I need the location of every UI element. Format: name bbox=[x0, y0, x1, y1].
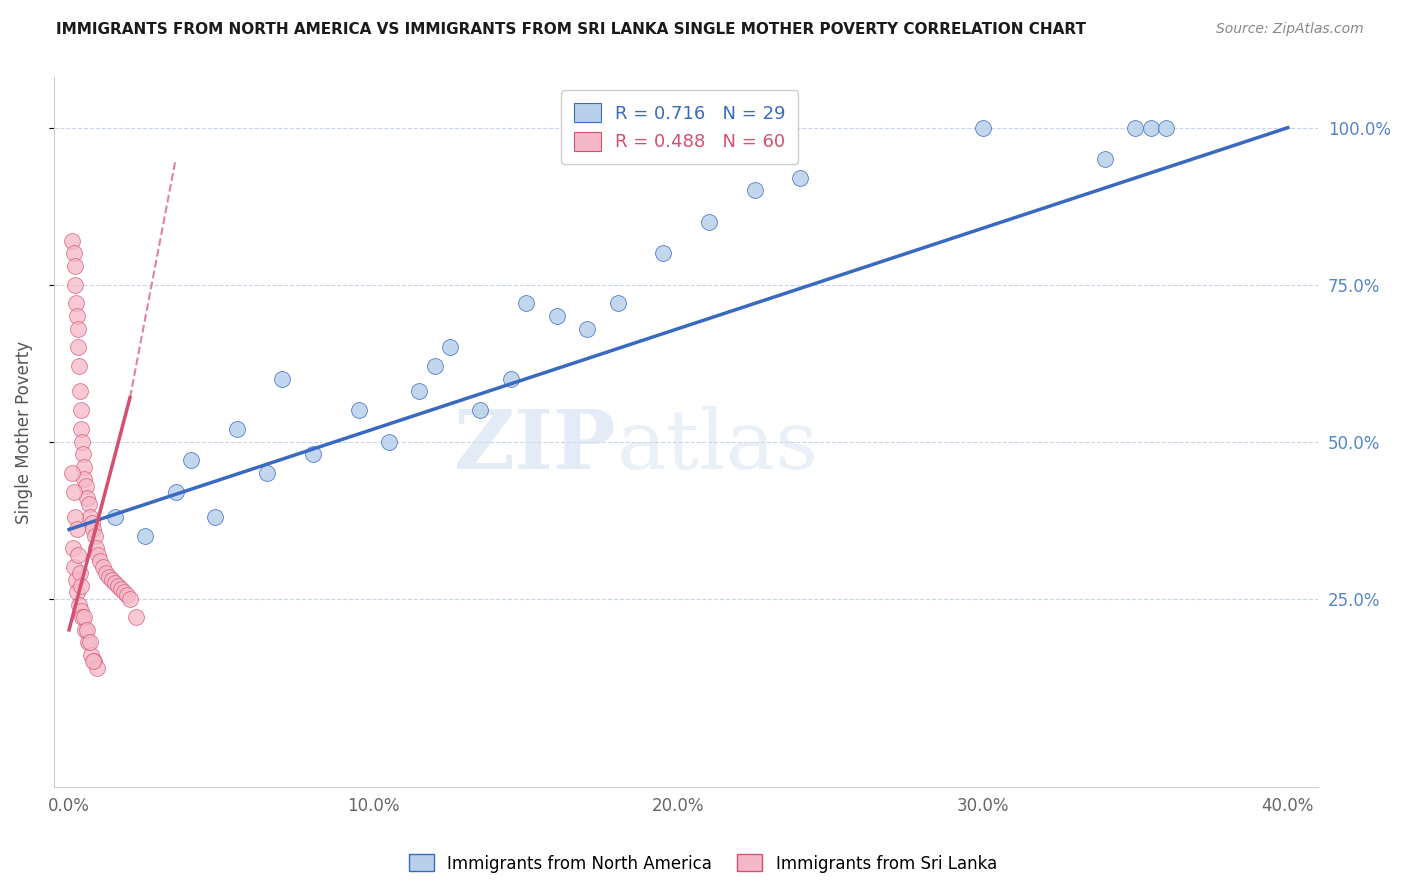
Point bbox=[91, 560, 114, 574]
Point bbox=[67, 359, 90, 374]
Point bbox=[72, 447, 94, 461]
Point bbox=[180, 453, 202, 467]
Point bbox=[82, 654, 104, 668]
Point bbox=[347, 403, 370, 417]
Point bbox=[73, 459, 96, 474]
Point bbox=[79, 509, 101, 524]
Point bbox=[80, 648, 103, 662]
Point bbox=[606, 296, 628, 310]
Point bbox=[66, 309, 89, 323]
Point bbox=[70, 434, 93, 449]
Point bbox=[652, 246, 675, 260]
Point bbox=[67, 598, 90, 612]
Point bbox=[89, 554, 111, 568]
Point bbox=[107, 579, 129, 593]
Point bbox=[115, 588, 138, 602]
Point bbox=[63, 277, 86, 292]
Point bbox=[67, 548, 90, 562]
Point bbox=[75, 478, 97, 492]
Point bbox=[271, 372, 294, 386]
Point bbox=[87, 548, 110, 562]
Point bbox=[1125, 120, 1147, 135]
Point bbox=[110, 582, 132, 596]
Point bbox=[204, 509, 226, 524]
Point bbox=[789, 170, 811, 185]
Point bbox=[134, 529, 156, 543]
Point bbox=[104, 509, 127, 524]
Point bbox=[225, 422, 247, 436]
Point bbox=[439, 340, 461, 354]
Point bbox=[112, 585, 135, 599]
Point bbox=[69, 604, 91, 618]
Point bbox=[77, 635, 100, 649]
Point bbox=[76, 491, 98, 505]
Point bbox=[76, 623, 98, 637]
Point bbox=[515, 296, 537, 310]
Point bbox=[1094, 152, 1116, 166]
Point bbox=[73, 623, 96, 637]
Point bbox=[378, 434, 401, 449]
Point bbox=[86, 660, 108, 674]
Point bbox=[62, 484, 84, 499]
Point bbox=[256, 466, 278, 480]
Text: IMMIGRANTS FROM NORTH AMERICA VS IMMIGRANTS FROM SRI LANKA SINGLE MOTHER POVERTY: IMMIGRANTS FROM NORTH AMERICA VS IMMIGRA… bbox=[56, 22, 1087, 37]
Point bbox=[546, 309, 568, 323]
Point bbox=[60, 466, 83, 480]
Point bbox=[697, 215, 720, 229]
Point bbox=[70, 610, 93, 624]
Point bbox=[104, 575, 127, 590]
Point bbox=[499, 372, 522, 386]
Y-axis label: Single Mother Poverty: Single Mother Poverty bbox=[15, 341, 32, 524]
Point bbox=[94, 566, 117, 581]
Text: ZIP: ZIP bbox=[454, 407, 616, 486]
Point bbox=[423, 359, 446, 374]
Point bbox=[73, 472, 96, 486]
Point bbox=[66, 585, 89, 599]
Point bbox=[63, 259, 86, 273]
Point bbox=[83, 654, 105, 668]
Text: Source: ZipAtlas.com: Source: ZipAtlas.com bbox=[1216, 22, 1364, 37]
Point bbox=[576, 321, 599, 335]
Point bbox=[1139, 120, 1161, 135]
Point bbox=[84, 529, 107, 543]
Point bbox=[70, 422, 93, 436]
Point bbox=[80, 516, 103, 531]
Legend: R = 0.716   N = 29, R = 0.488   N = 60: R = 0.716 N = 29, R = 0.488 N = 60 bbox=[561, 90, 799, 164]
Point bbox=[100, 573, 122, 587]
Point bbox=[744, 183, 766, 197]
Legend: Immigrants from North America, Immigrants from Sri Lanka: Immigrants from North America, Immigrant… bbox=[402, 847, 1004, 880]
Point bbox=[470, 403, 492, 417]
Point bbox=[69, 566, 91, 581]
Point bbox=[67, 340, 90, 354]
Point bbox=[1154, 120, 1177, 135]
Point bbox=[77, 497, 100, 511]
Point bbox=[70, 579, 93, 593]
Point bbox=[65, 296, 87, 310]
Point bbox=[66, 523, 89, 537]
Point bbox=[408, 384, 430, 399]
Point bbox=[165, 484, 187, 499]
Point bbox=[65, 573, 87, 587]
Point bbox=[63, 560, 86, 574]
Point bbox=[66, 321, 89, 335]
Point bbox=[118, 591, 141, 606]
Point bbox=[62, 246, 84, 260]
Point bbox=[69, 384, 91, 399]
Point bbox=[62, 541, 84, 556]
Point bbox=[97, 569, 120, 583]
Point bbox=[972, 120, 994, 135]
Point bbox=[79, 635, 101, 649]
Point bbox=[63, 509, 86, 524]
Point bbox=[301, 447, 323, 461]
Point bbox=[69, 403, 91, 417]
Point bbox=[86, 541, 108, 556]
Point bbox=[82, 523, 104, 537]
Point bbox=[73, 610, 96, 624]
Point bbox=[125, 610, 148, 624]
Text: atlas: atlas bbox=[616, 407, 818, 486]
Point bbox=[60, 234, 83, 248]
